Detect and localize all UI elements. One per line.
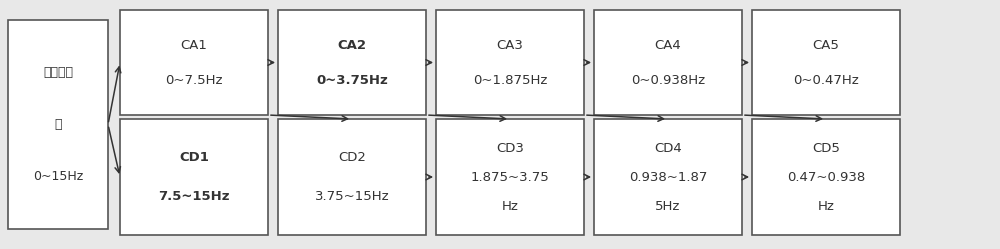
Text: CD4: CD4 bbox=[654, 141, 682, 154]
Text: CD3: CD3 bbox=[496, 141, 524, 154]
Text: CA4: CA4 bbox=[655, 39, 681, 52]
Text: 0~0.938Hz: 0~0.938Hz bbox=[631, 73, 705, 86]
Text: CA1: CA1 bbox=[181, 39, 207, 52]
Text: CD2: CD2 bbox=[338, 151, 366, 164]
Bar bbox=[752, 119, 900, 235]
Text: Hz: Hz bbox=[502, 199, 518, 212]
Text: Hz: Hz bbox=[818, 199, 834, 212]
Bar bbox=[436, 119, 584, 235]
Bar bbox=[278, 119, 426, 235]
Bar bbox=[120, 119, 268, 235]
Text: 初始脉搏: 初始脉搏 bbox=[43, 66, 73, 79]
Text: 波: 波 bbox=[54, 118, 62, 131]
Text: 0~7.5Hz: 0~7.5Hz bbox=[165, 73, 223, 86]
Text: CA2: CA2 bbox=[338, 39, 366, 52]
Text: 0~15Hz: 0~15Hz bbox=[33, 170, 83, 183]
Text: 0.47~0.938: 0.47~0.938 bbox=[787, 171, 865, 184]
Text: 1.875~3.75: 1.875~3.75 bbox=[471, 171, 549, 184]
Bar bbox=[120, 10, 268, 115]
Text: CD5: CD5 bbox=[812, 141, 840, 154]
Bar bbox=[278, 10, 426, 115]
Bar bbox=[8, 20, 108, 229]
Text: 3.75~15Hz: 3.75~15Hz bbox=[315, 190, 389, 203]
Bar bbox=[436, 10, 584, 115]
Bar bbox=[594, 119, 742, 235]
Text: CA3: CA3 bbox=[497, 39, 523, 52]
Text: 0~1.875Hz: 0~1.875Hz bbox=[473, 73, 547, 86]
Bar bbox=[752, 10, 900, 115]
Text: 7.5~15Hz: 7.5~15Hz bbox=[158, 190, 230, 203]
Text: 0~3.75Hz: 0~3.75Hz bbox=[316, 73, 388, 86]
Text: 0~0.47Hz: 0~0.47Hz bbox=[793, 73, 859, 86]
Text: 5Hz: 5Hz bbox=[655, 199, 681, 212]
Text: CA5: CA5 bbox=[813, 39, 839, 52]
Text: CD1: CD1 bbox=[179, 151, 209, 164]
Bar bbox=[594, 10, 742, 115]
Text: 0.938~1.87: 0.938~1.87 bbox=[629, 171, 707, 184]
